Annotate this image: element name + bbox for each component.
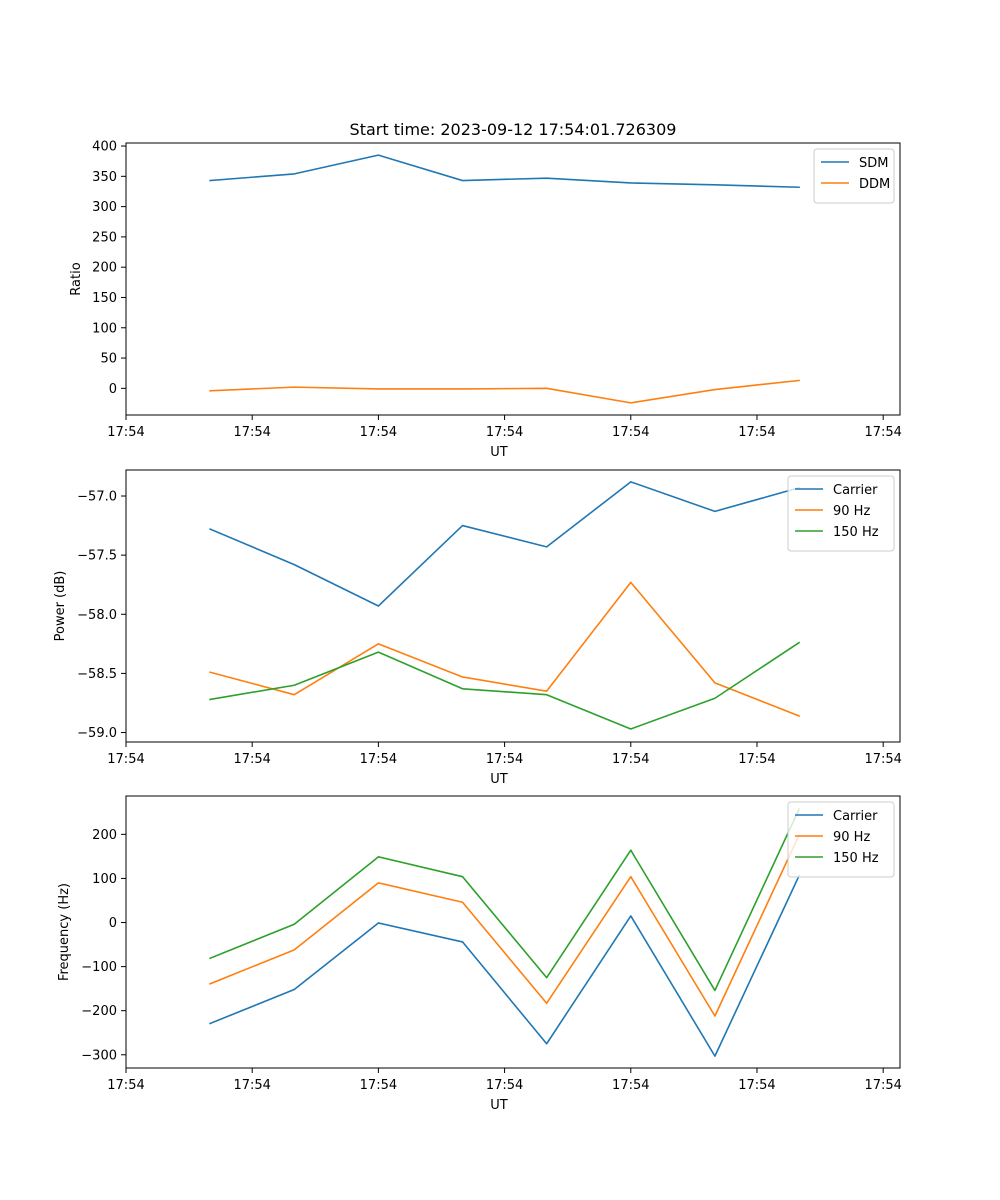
x-tick-label: 17:54 bbox=[107, 425, 144, 440]
x-tick-label: 17:54 bbox=[486, 425, 523, 440]
legend-label: 150 Hz bbox=[833, 525, 879, 540]
x-tick-label: 17:54 bbox=[738, 1078, 775, 1093]
chart-panel-3: 17:54 17:54 17:54 17:54 17:54 17:54 17:54 −300 −… bbox=[57, 795, 902, 1113]
y-tick-label: 0 bbox=[109, 382, 117, 397]
x-tick-label: 17:54 bbox=[107, 1078, 144, 1093]
x-tick-label: 17:54 bbox=[233, 752, 270, 767]
x-tick-label: 17:54 bbox=[360, 752, 397, 767]
x-tick-label: 17:54 bbox=[738, 425, 775, 440]
series-line-90-hz bbox=[209, 834, 801, 1017]
axes-frame bbox=[125, 795, 901, 1069]
series-line-90-hz bbox=[209, 581, 801, 718]
y-tick-label: −57.5 bbox=[77, 549, 117, 564]
y-tick-label: −59.0 bbox=[77, 726, 117, 741]
y-tick-label: −100 bbox=[81, 960, 117, 975]
x-tick-label: 17:54 bbox=[486, 752, 523, 767]
y-tick-label: 400 bbox=[92, 140, 117, 155]
y-tick-label: 250 bbox=[92, 230, 117, 245]
figure-title: Start time: 2023-09-12 17:54:01.726309 bbox=[350, 120, 677, 139]
series-line-ddm bbox=[209, 379, 800, 404]
y-tick-label: −58.0 bbox=[77, 608, 117, 623]
y-tick-label: −58.5 bbox=[77, 667, 117, 682]
x-tick-label: 17:54 bbox=[233, 425, 270, 440]
x-tick-label: 17:54 bbox=[107, 752, 144, 767]
axes-frame bbox=[125, 469, 901, 743]
series-line-carrier bbox=[209, 874, 801, 1057]
legend: Carrier 90 Hz 150 Hz bbox=[787, 801, 895, 878]
x-tick-label: 17:54 bbox=[864, 1078, 901, 1093]
y-tick-label: 50 bbox=[100, 352, 117, 367]
legend-label: 90 Hz bbox=[833, 504, 870, 519]
legend-label: Carrier bbox=[833, 483, 878, 498]
x-axis-label: UT bbox=[490, 1098, 508, 1113]
y-tick-label: −300 bbox=[81, 1048, 117, 1063]
x-tick-label: 17:54 bbox=[360, 425, 397, 440]
series-line-carrier bbox=[209, 481, 801, 607]
y-tick-label: 100 bbox=[92, 321, 117, 336]
y-tick-label: −200 bbox=[81, 1004, 117, 1019]
legend-label: 90 Hz bbox=[833, 830, 870, 845]
x-tick-label: 17:54 bbox=[738, 752, 775, 767]
y-axis-label: Frequency (Hz) bbox=[57, 883, 72, 981]
legend-label: 150 Hz bbox=[833, 851, 879, 866]
chart-panel-2: 17:54 17:54 17:54 17:54 17:54 17:54 17:54 −59.0… bbox=[53, 469, 902, 787]
x-axis-label: UT bbox=[490, 772, 508, 787]
legend-box bbox=[787, 801, 895, 878]
y-tick-label: 100 bbox=[92, 872, 117, 887]
series-line-sdm bbox=[209, 154, 800, 189]
y-tick-label: 300 bbox=[92, 200, 117, 215]
series-line-150-hz bbox=[209, 641, 801, 730]
series-line-150-hz bbox=[209, 808, 801, 992]
legend-label: Carrier bbox=[833, 809, 878, 824]
chart-panel-1: 17:54 17:54 17:54 17:54 17:54 17:54 17:54 0 50 10… bbox=[69, 140, 902, 460]
y-axis-label: Ratio bbox=[69, 262, 84, 295]
x-tick-label: 17:54 bbox=[864, 752, 901, 767]
x-tick-label: 17:54 bbox=[233, 1078, 270, 1093]
legend-label: DDM bbox=[859, 177, 890, 192]
legend-label: SDM bbox=[859, 156, 888, 171]
y-axis-label: Power (dB) bbox=[53, 571, 68, 642]
x-tick-label: 17:54 bbox=[486, 1078, 523, 1093]
axes-frame bbox=[125, 142, 901, 416]
x-tick-label: 17:54 bbox=[864, 425, 901, 440]
x-axis-label: UT bbox=[490, 445, 508, 460]
y-tick-label: 150 bbox=[92, 291, 117, 306]
x-tick-label: 17:54 bbox=[612, 1078, 649, 1093]
legend-box bbox=[787, 475, 895, 552]
y-tick-label: 200 bbox=[92, 828, 117, 843]
x-tick-label: 17:54 bbox=[612, 752, 649, 767]
legend: Carrier 90 Hz 150 Hz bbox=[787, 475, 895, 552]
legend: SDM DDM bbox=[813, 148, 895, 204]
y-tick-label: 200 bbox=[92, 261, 117, 276]
x-tick-label: 17:54 bbox=[360, 1078, 397, 1093]
x-tick-label: 17:54 bbox=[612, 425, 649, 440]
y-tick-label: −57.0 bbox=[77, 490, 117, 505]
y-tick-label: 0 bbox=[109, 916, 117, 931]
y-tick-label: 350 bbox=[92, 170, 117, 185]
